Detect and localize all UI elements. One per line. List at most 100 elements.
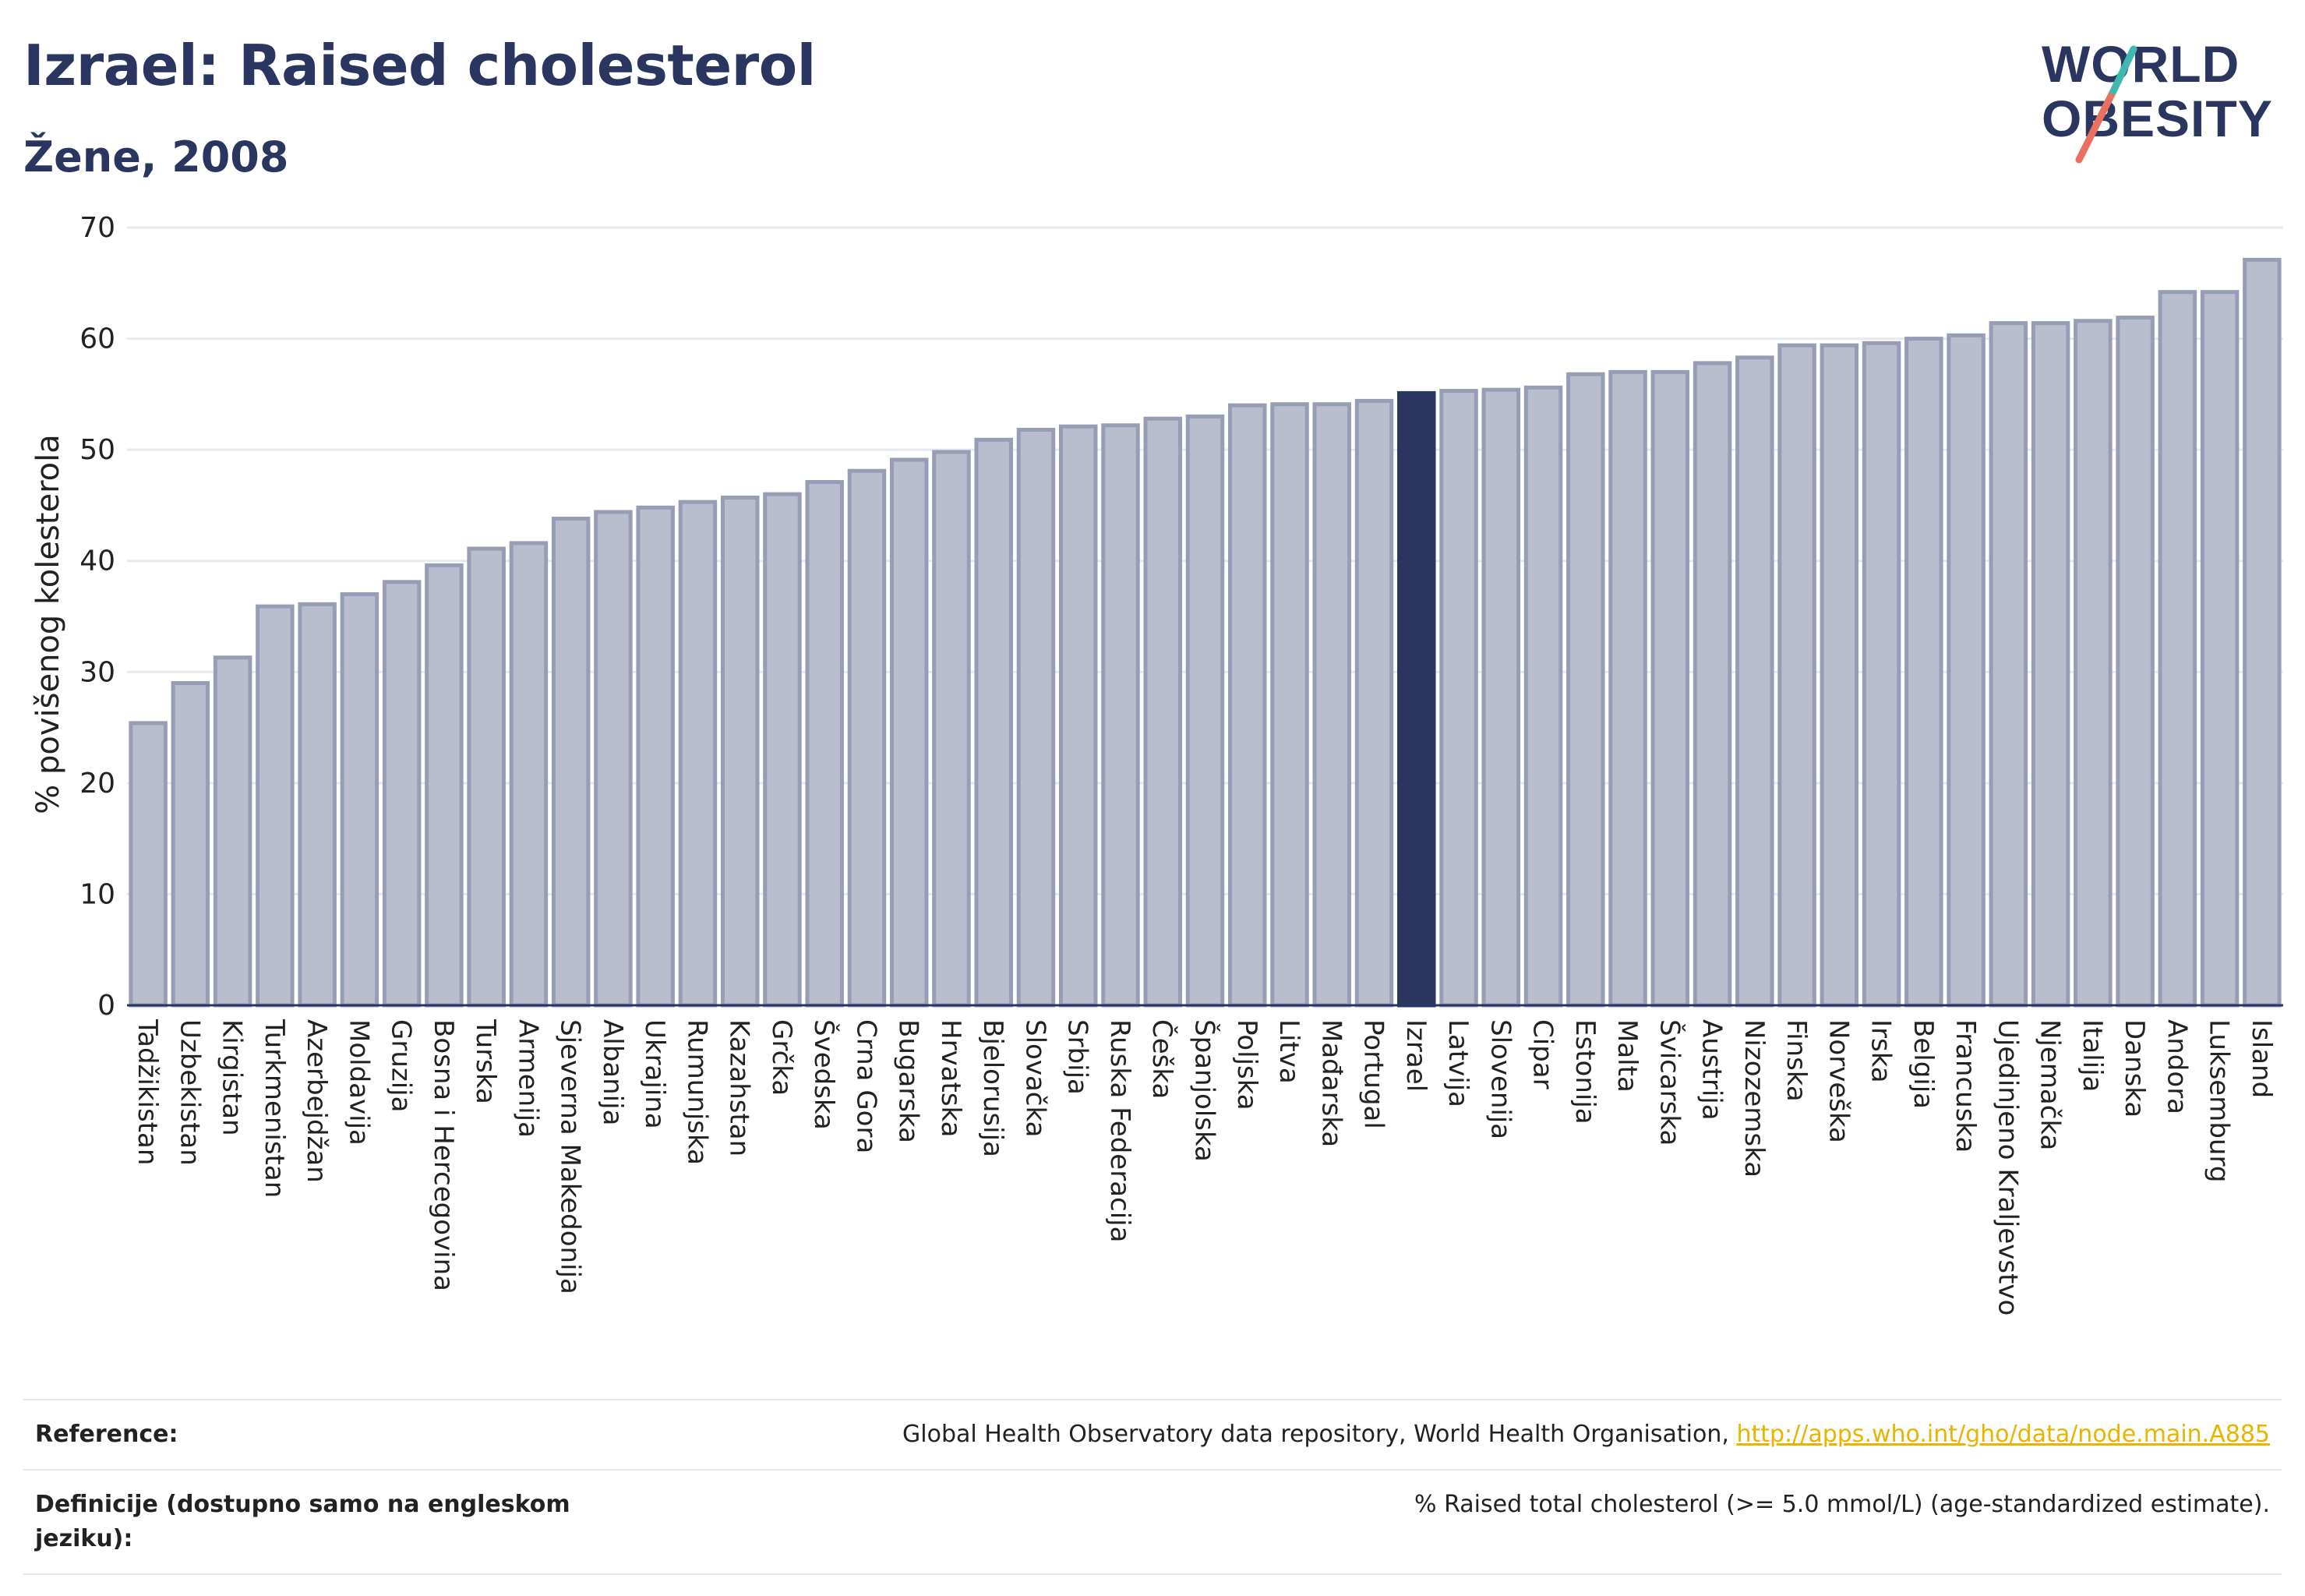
x-tick-label: Uzbekistan [174, 1019, 205, 1166]
bar [2031, 321, 2070, 1008]
bar [129, 721, 168, 1008]
bar-highlight [1397, 390, 1436, 1008]
y-tick-label: 10 [79, 878, 115, 910]
x-tick-label: Bjelorusija [977, 1019, 1008, 1157]
bar [1777, 343, 1816, 1008]
y-tick-label: 30 [79, 656, 115, 688]
x-tick-label: Slovenija [1484, 1019, 1516, 1139]
x-tick-label: Poljska [1231, 1019, 1262, 1110]
bar [171, 681, 210, 1008]
bar [2243, 257, 2282, 1008]
x-tick-label: Švedska [808, 1019, 840, 1130]
y-tick-label: 20 [79, 768, 115, 800]
bar [636, 505, 675, 1008]
bar [1904, 337, 1943, 1008]
x-tick-label: Njemačka [2035, 1019, 2066, 1150]
x-tick-label: Mađarska [1315, 1019, 1347, 1147]
y-tick-label: 40 [79, 546, 115, 577]
bar [509, 541, 549, 1008]
reference-row: Reference: Global Health Observatory dat… [23, 1399, 2282, 1469]
bar [213, 655, 252, 1008]
x-tick-label: Turkmenistan [259, 1019, 290, 1198]
x-tick-label: Sjeverna Makedonija [555, 1019, 586, 1294]
bar-chart: 0 10 20 30 40 50 60 70 Tadžikistan Uzbekistan Kirg… [30, 212, 2283, 1315]
x-tick-label: Crna Gora [850, 1019, 881, 1153]
bar [256, 604, 295, 1008]
reference-table: Reference: Global Health Observatory dat… [23, 1399, 2282, 1575]
x-tick-label: Kazahstan [724, 1019, 755, 1156]
x-tick-label: Španjolska [1189, 1019, 1221, 1162]
bar [382, 580, 422, 1008]
x-tick-label: Austrija [1696, 1019, 1728, 1121]
x-tick-label: Latvija [1442, 1019, 1474, 1107]
bar [467, 546, 506, 1008]
x-tick-label: Češka [1146, 1019, 1178, 1099]
x-tick-label: Malta [1611, 1019, 1643, 1093]
reference-link[interactable]: http://apps.who.int/gho/data/node.main.A… [1736, 1421, 2270, 1448]
x-tick-label: Ruska Federacija [1104, 1019, 1135, 1242]
bar [889, 457, 929, 1008]
x-tick-label: Armenija [512, 1019, 543, 1138]
bar [1650, 369, 1690, 1008]
x-tick-label: Irska [1866, 1019, 1897, 1083]
bar [1228, 403, 1267, 1008]
bar [1523, 385, 1563, 1008]
x-tick-label: Azerbejdžan [301, 1019, 332, 1183]
bar [763, 492, 802, 1008]
x-tick-label: Gruzija [386, 1019, 417, 1112]
world-obesity-logo: WORLD OBESITY [2042, 35, 2291, 168]
reference-text: Global Health Observatory data repositor… [902, 1421, 1737, 1448]
x-tick-label: Turska [470, 1019, 501, 1104]
bar [1947, 333, 1986, 1008]
x-tick-label: Italija [2077, 1019, 2108, 1092]
x-tick-label: Rumunjska [681, 1019, 712, 1165]
x-tick-label: Luksemburg [2204, 1019, 2235, 1182]
bar [425, 563, 464, 1008]
bar [1143, 416, 1182, 1008]
bar [298, 602, 337, 1008]
x-tick-label: Bugarska [893, 1019, 924, 1143]
logo-line-1: WORLD [2042, 35, 2240, 93]
x-tick-label: Grčka [766, 1019, 797, 1096]
bar [1481, 387, 1521, 1008]
bar [2116, 315, 2155, 1008]
x-tick-label: Andora [2161, 1019, 2192, 1114]
x-tick-label: Estonija [1569, 1019, 1601, 1125]
bar [1735, 355, 1774, 1008]
bar [2200, 290, 2240, 1008]
x-tick-label: Belgija [1908, 1019, 1939, 1109]
bar [805, 479, 844, 1008]
logo-line-2: OBESITY [2042, 90, 2273, 147]
x-tick-label: Moldavija [343, 1019, 374, 1146]
x-tick-label: Hrvatska [935, 1019, 966, 1137]
bar [2158, 290, 2197, 1008]
x-tick-label: Francuska [1950, 1019, 1981, 1153]
y-tick-label: 50 [79, 434, 115, 466]
x-tick-label: Litva [1273, 1019, 1304, 1084]
x-tick-label: Izrael [1400, 1019, 1431, 1092]
bar [678, 500, 718, 1008]
bar [340, 591, 379, 1008]
x-tick-label: Danska [2119, 1019, 2150, 1118]
y-tick-label: 60 [79, 323, 115, 355]
definition-value: % Raised total cholesterol (>= 5.0 mmol/… [1414, 1491, 2270, 1518]
x-tick-label: Finska [1781, 1019, 1812, 1102]
bar [1820, 343, 1859, 1008]
bar [1989, 321, 2028, 1008]
bar [2074, 319, 2113, 1008]
bar [720, 495, 760, 1008]
bar [1566, 372, 1605, 1008]
bars [129, 257, 2282, 1008]
x-tick-label: Kirgistan [217, 1019, 248, 1136]
x-tick-label: Portugal [1358, 1019, 1389, 1129]
definition-label: Definicije (dostupno samo na engleskom j… [35, 1491, 570, 1552]
x-tick-label: Norveška [1823, 1019, 1854, 1143]
bar [1354, 398, 1394, 1008]
bar [1693, 361, 1732, 1008]
x-tick-label: Ukrajina [639, 1019, 670, 1129]
axes: 0 10 20 30 40 50 60 70 Tadžikistan Uzbekistan Kirg… [79, 212, 2283, 1315]
reference-label: Reference: [35, 1421, 178, 1448]
bar [1058, 424, 1098, 1008]
bar [1101, 423, 1140, 1008]
reference-value: Global Health Observatory data repositor… [902, 1418, 2270, 1452]
